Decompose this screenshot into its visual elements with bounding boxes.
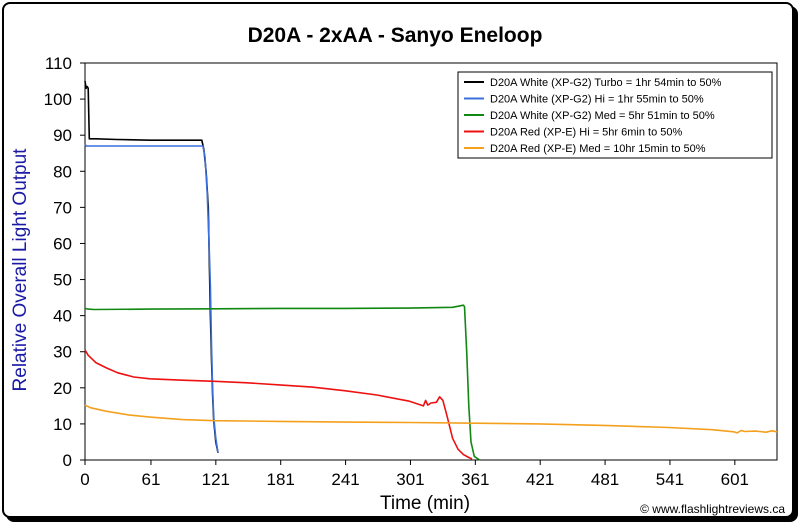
y-tick-label: 100 [44, 90, 72, 109]
credit-text: © www.flashlightreviews.ca [640, 502, 785, 516]
x-tick-label: 241 [331, 470, 359, 489]
series-lines [84, 80, 778, 461]
y-axis-label: Relative Overall Light Output [10, 148, 31, 392]
legend-label: D20A White (XP-G2) Hi = 1hr 55min to 50% [490, 94, 704, 106]
y-tick-label: 0 [63, 451, 72, 470]
series-line-4 [84, 349, 473, 460]
y-tick-label: 50 [53, 271, 72, 290]
x-tick-label: 361 [461, 470, 489, 489]
x-tick-label: 0 [80, 470, 89, 489]
y-axis: 0 10 20 30 40 50 60 70 80 90 100 110 [44, 54, 85, 470]
y-tick-label: 110 [45, 54, 72, 73]
legend: D20A White (XP-G2) Turbo = 1hr 54min to … [457, 71, 773, 159]
legend-label: D20A Red (XP-E) Med = 10hr 15min to 50% [490, 143, 706, 155]
x-tick-label: 61 [141, 470, 160, 489]
x-tick-label: 181 [267, 470, 295, 489]
x-tick-label: 301 [396, 470, 424, 489]
y-tick-label: 10 [53, 415, 72, 434]
y-tick-label: 70 [53, 198, 72, 217]
legend-label: D20A Red (XP-E) Hi = 5hr 6min to 50% [490, 127, 682, 139]
x-tick-label: 481 [591, 470, 619, 489]
y-tick-label: 20 [53, 379, 72, 398]
x-tick-label: 541 [656, 470, 684, 489]
y-tick-label: 40 [53, 307, 72, 326]
series-line-3 [84, 304, 481, 461]
y-tick-label: 90 [53, 126, 72, 145]
x-tick-label: 421 [526, 470, 554, 489]
plot-area [84, 62, 778, 461]
y-tick-label: 60 [53, 234, 72, 253]
series-line-2 [84, 143, 219, 453]
y-tick-label: 80 [53, 162, 72, 181]
x-tick-label: 601 [721, 470, 749, 489]
series-line-5 [84, 404, 778, 434]
x-axis: 0 61 121 181 241 301 361 421 481 541 601 [80, 460, 749, 489]
legend-label: D20A White (XP-G2) Med = 5hr 51min to 50… [490, 110, 715, 122]
legend-label: D20A White (XP-G2) Turbo = 1hr 54min to … [490, 77, 722, 89]
y-tick-label: 30 [53, 343, 72, 362]
x-tick-label: 121 [202, 470, 230, 489]
x-axis-label: Time (min) [380, 493, 470, 514]
series-line-1 [84, 80, 219, 453]
chart-title: D20A - 2xAA - Sanyo Eneloop [248, 24, 543, 47]
legend-box [457, 71, 773, 159]
